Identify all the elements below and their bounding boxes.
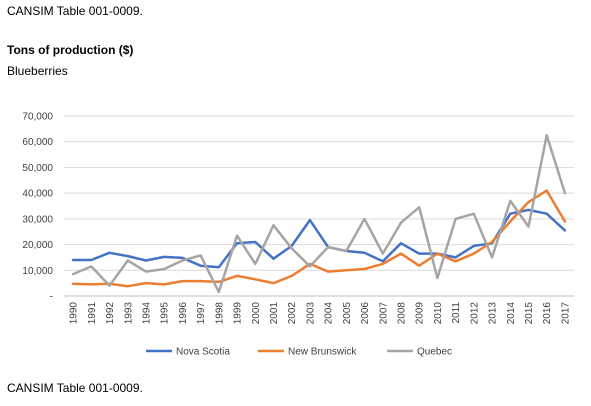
x-tick-label: 1997 — [196, 302, 207, 325]
x-tick-label: 2004 — [324, 302, 335, 325]
x-tick-label: 2012 — [469, 302, 480, 325]
x-tick-label: 2007 — [378, 302, 389, 325]
series-lines — [71, 134, 567, 294]
legend: Nova Scotia New Brunswick Quebec — [146, 347, 452, 358]
x-tick-label: 1994 — [141, 302, 152, 325]
chart-title: Tons of production ($) — [7, 43, 134, 57]
y-tick-label: 50,000 — [22, 163, 53, 174]
y-tick-label: 20,000 — [22, 240, 53, 251]
series-line-quebec — [71, 134, 567, 294]
y-tick-label: - — [50, 292, 53, 303]
x-tick-label: 1992 — [105, 302, 116, 325]
x-tick-label: 2005 — [342, 302, 353, 325]
x-tick-label: 2011 — [451, 302, 462, 324]
legend-label: Quebec — [417, 347, 452, 358]
x-tick-label: 1990 — [69, 302, 80, 325]
x-tick-label: 2014 — [506, 302, 517, 325]
y-tick-label: 10,000 — [22, 266, 53, 277]
x-tick-label: 2016 — [542, 302, 553, 325]
y-axis-ticks: - 10,000 20,000 30,000 40,000 50,000 60,000 70,… — [22, 112, 53, 303]
x-tick-label: 2013 — [488, 302, 499, 325]
series-line-nova-scotia — [71, 208, 567, 269]
top-caption: CANSIM Table 001-0009. — [7, 4, 143, 18]
x-tick-label: 1993 — [123, 302, 134, 325]
x-axis-ticks: 1990 1991 1992 1993 1994 1995 1996 1997 1998 1999… — [69, 302, 572, 325]
legend-label: Nova Scotia — [176, 347, 230, 358]
x-tick-label: 2000 — [251, 302, 262, 325]
x-tick-label: 2010 — [433, 302, 444, 325]
x-tick-label: 2003 — [305, 302, 316, 325]
x-tick-label: 2008 — [396, 302, 407, 325]
x-tick-label: 2001 — [269, 302, 280, 325]
y-tick-label: 30,000 — [22, 214, 53, 225]
y-tick-label: 60,000 — [22, 137, 53, 148]
x-tick-label: 1991 — [87, 302, 98, 325]
x-tick-label: 2006 — [360, 302, 371, 325]
chart-subtitle: Blueberries — [7, 64, 68, 78]
bottom-caption: CANSIM Table 001-0009. — [7, 381, 143, 395]
x-tick-label: 1995 — [160, 302, 171, 325]
x-tick-label: 2002 — [287, 302, 298, 325]
x-tick-label: 1998 — [214, 302, 225, 325]
x-tick-label: 1999 — [233, 302, 244, 325]
x-tick-label: 2015 — [524, 302, 535, 325]
legend-label: New Brunswick — [288, 347, 357, 358]
x-tick-label: 2009 — [415, 302, 426, 325]
x-tick-label: 2017 — [560, 302, 571, 325]
x-tick-label: 1996 — [178, 302, 189, 325]
y-tick-label: 40,000 — [22, 189, 53, 200]
series-line-new-brunswick — [71, 189, 567, 288]
y-tick-label: 70,000 — [22, 112, 53, 123]
